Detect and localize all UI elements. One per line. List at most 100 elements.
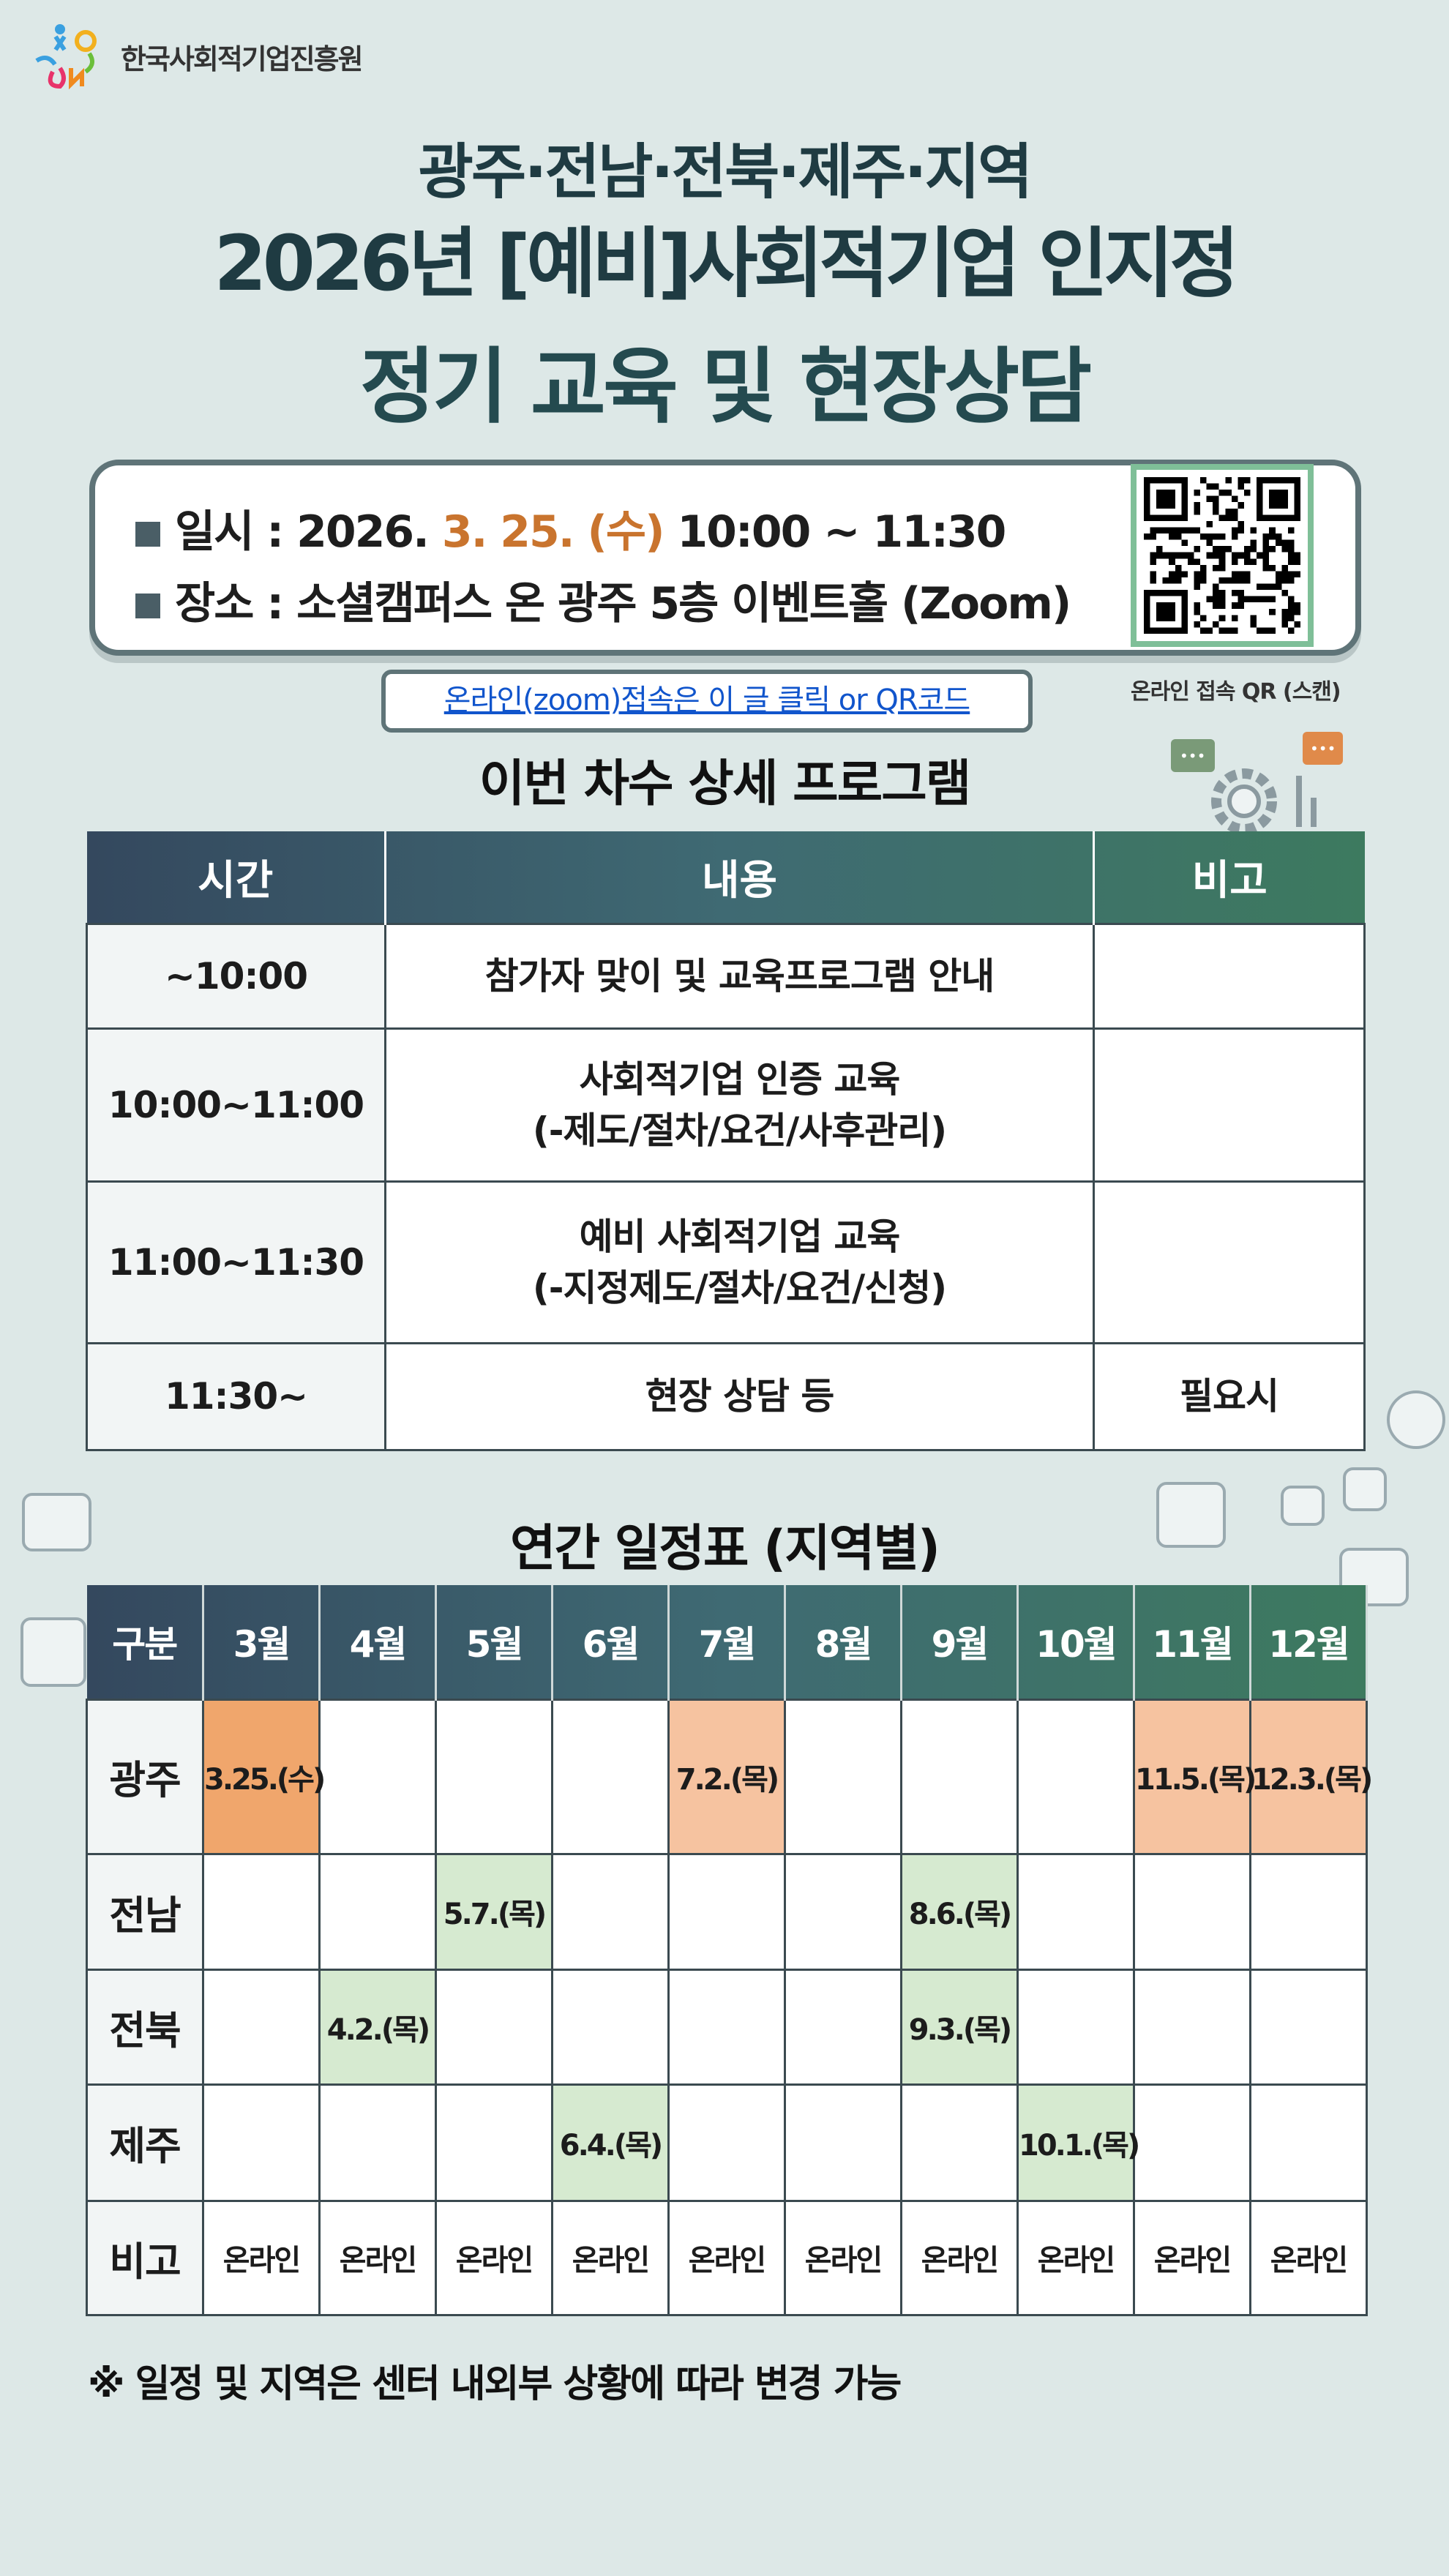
schedule-cell: 6.4.(목) xyxy=(551,2083,670,2202)
qr-code[interactable] xyxy=(1131,464,1314,647)
schedule-cell xyxy=(784,1852,902,1971)
schedule-cell: 온라인 xyxy=(551,2199,670,2316)
schedule-cell xyxy=(1016,1698,1135,1855)
col-content: 내용 xyxy=(385,831,1095,924)
schedule-cell: 4.2.(목) xyxy=(318,1968,437,2086)
schedule-cell xyxy=(1133,2083,1251,2202)
schedule-cell xyxy=(318,1698,437,1855)
schedule-cell: 온라인 xyxy=(1249,2199,1368,2316)
schedule-header: 12월 xyxy=(1250,1585,1368,1699)
title-main: 2026년 [예비]사회적기업 인지정 xyxy=(214,219,1239,308)
tools-icon xyxy=(1343,1467,1387,1511)
schedule-table: 구분 3월 4월 5월 6월 7월 8월 9월 10월 11월 12월 광주 3.25.(수) 7.2.… xyxy=(86,1585,1373,2316)
title-sub: 정기 교육 및 현장상담 xyxy=(359,340,1092,435)
region-label: 전남 xyxy=(86,1852,204,1971)
schedule-cell xyxy=(551,1968,670,2086)
schedule-cell xyxy=(900,2083,1019,2202)
program-content: 예비 사회적기업 교육 (-지정제도/절차/요건/신청) xyxy=(384,1180,1095,1344)
svg-text:•••: ••• xyxy=(1180,747,1205,765)
schedule-cell: 온라인 xyxy=(1133,2199,1251,2316)
schedule-header: 5월 xyxy=(435,1585,553,1699)
program-row: 11:30~ 현장 상담 등 필요시 xyxy=(86,1341,1366,1451)
schedule-header: 6월 xyxy=(552,1585,670,1699)
zoom-link[interactable]: 온라인(zoom)접속은 이 글 클릭 or QR코드 xyxy=(443,684,970,717)
schedule-cell xyxy=(1249,1968,1368,2086)
schedule-cell: 8.6.(목) xyxy=(900,1852,1019,1971)
program-content: 현장 상담 등 xyxy=(384,1341,1095,1451)
program-content: 사회적기업 인증 교육 (-제도/절차/요건/사후관리) xyxy=(384,1027,1095,1183)
globe-hands-icon xyxy=(20,1617,86,1687)
schedule-cell: 온라인 xyxy=(318,2199,437,2316)
qr-caption: 온라인 접속 QR (스캔) xyxy=(1131,679,1341,705)
program-note xyxy=(1093,1180,1366,1344)
svg-text:•••: ••• xyxy=(1310,740,1336,757)
program-table: 시간 내용 비고 ~10:00 참가자 맞이 및 교육프로그램 안내 10:00… xyxy=(86,831,1366,1451)
schedule-header: 7월 xyxy=(668,1585,786,1699)
schedule-cell: 5.7.(목) xyxy=(435,1852,553,1971)
schedule-title: 연간 일정표 (지역별) xyxy=(510,1520,940,1578)
program-time: 11:30~ xyxy=(86,1341,386,1451)
schedule-cell: 9.3.(목) xyxy=(900,1968,1019,2086)
schedule-cell xyxy=(1133,1968,1251,2086)
globe-hands-icon xyxy=(1156,1482,1226,1548)
program-time: 10:00~11:00 xyxy=(86,1027,386,1183)
schedule-row: 광주 3.25.(수) 7.2.(목) 11.5.(목) 12.3.(목) xyxy=(86,1698,1373,1855)
schedule-cell: 12.3.(목) xyxy=(1249,1698,1373,1855)
region-label: 제주 xyxy=(86,2083,204,2202)
schedule-cell xyxy=(1016,1852,1135,1971)
schedule-cell xyxy=(202,1852,321,1971)
schedule-cell: 온라인 xyxy=(900,2199,1019,2316)
program-note: 필요시 xyxy=(1093,1341,1366,1451)
schedule-row: 제주 6.4.(목) 10.1.(목) xyxy=(86,2083,1368,2202)
bullet-square-icon xyxy=(135,594,160,619)
schedule-cell: 온라인 xyxy=(784,2199,902,2316)
schedule-cell xyxy=(202,2083,321,2202)
schedule-cell xyxy=(1133,1852,1251,1971)
schedule-header: 3월 xyxy=(203,1585,321,1699)
schedule-cell xyxy=(667,2083,786,2202)
schedule-cell: 11.5.(목) xyxy=(1133,1698,1257,1855)
schedule-cell xyxy=(667,1968,786,2086)
schedule-cell xyxy=(1016,1968,1135,2086)
program-title: 이번 차수 상세 프로그램 xyxy=(479,755,972,813)
program-note xyxy=(1093,1027,1366,1183)
zoom-link-box[interactable]: 온라인(zoom)접속은 이 글 클릭 or QR코드 xyxy=(381,670,1033,733)
refresh-icon xyxy=(1387,1390,1445,1449)
schedule-header: 4월 xyxy=(319,1585,437,1699)
hand-heart-icon xyxy=(22,1493,91,1551)
schedule-row: 비고 온라인 온라인 온라인 온라인 온라인 온라인 온라인 온라인 온라인 온라인 xyxy=(86,2199,1368,2316)
event-date: 일시 : 2026. 3. 25. (수) 10:00 ~ 11:30 xyxy=(135,496,1006,560)
gear-chat-icon: ••• ••• xyxy=(1171,732,1347,837)
col-time: 시간 xyxy=(86,831,386,924)
event-place: 장소 : 소셜캠퍼스 온 광주 5층 이벤트홀 (Zoom) xyxy=(135,568,1071,632)
schedule-cell xyxy=(784,2083,902,2202)
schedule-cell: 온라인 xyxy=(202,2199,321,2316)
schedule-cell xyxy=(435,2083,553,2202)
region-label: 전북 xyxy=(86,1968,204,2086)
schedule-cell: 7.2.(목) xyxy=(667,1698,786,1855)
schedule-header: 구분 xyxy=(86,1585,204,1699)
schedule-cell: 3.25.(수) xyxy=(202,1698,326,1855)
schedule-cell: 온라인 xyxy=(667,2199,786,2316)
schedule-cell xyxy=(202,1968,321,2086)
org-name: 한국사회적기업진흥원 xyxy=(121,43,364,75)
schedule-cell xyxy=(551,1852,670,1971)
program-row: 10:00~11:00 사회적기업 인증 교육 (-제도/절차/요건/사후관리) xyxy=(86,1027,1366,1183)
schedule-cell xyxy=(1249,2083,1368,2202)
schedule-cell: 온라인 xyxy=(1016,2199,1135,2316)
schedule-cell xyxy=(318,1852,437,1971)
program-time: ~10:00 xyxy=(86,922,386,1030)
program-time: 11:00~11:30 xyxy=(86,1180,386,1344)
schedule-cell xyxy=(667,1852,786,1971)
schedule-cell xyxy=(435,1698,553,1855)
region-label: 광주 xyxy=(86,1698,204,1855)
schedule-cell xyxy=(784,1968,902,2086)
schedule-cell: 온라인 xyxy=(435,2199,553,2316)
schedule-header: 10월 xyxy=(1017,1585,1135,1699)
title-regions: 광주·전남·전북·제주·지역 xyxy=(418,138,1033,207)
schedule-cell xyxy=(318,2083,437,2202)
schedule-cell: 10.1.(목) xyxy=(1016,2083,1140,2202)
schedule-cell xyxy=(784,1698,902,1855)
schedule-cell xyxy=(551,1698,670,1855)
program-content: 참가자 맞이 및 교육프로그램 안내 xyxy=(384,922,1095,1030)
